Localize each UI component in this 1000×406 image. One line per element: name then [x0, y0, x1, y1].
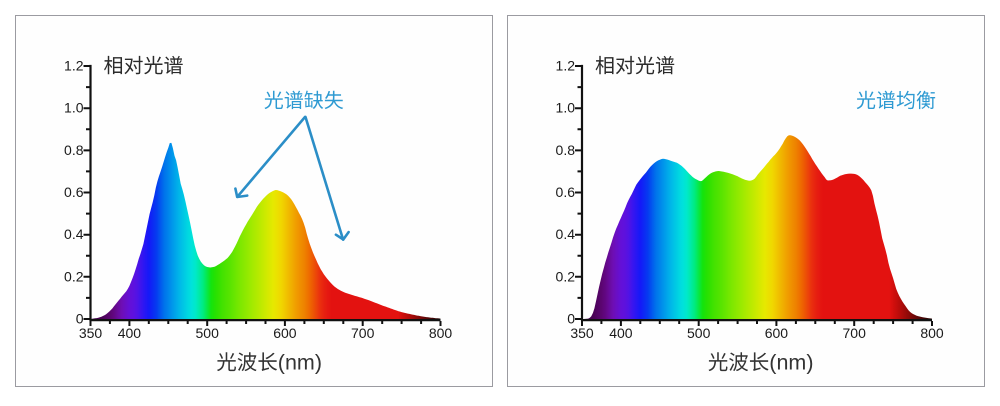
svg-text:700: 700 [843, 325, 867, 341]
svg-text:1.0: 1.0 [64, 100, 84, 116]
svg-text:350: 350 [570, 325, 594, 341]
svg-text:0.2: 0.2 [64, 268, 84, 284]
svg-text:(nm): (nm) [278, 351, 322, 375]
svg-text:600: 600 [273, 325, 297, 341]
svg-text:0.8: 0.8 [64, 142, 84, 158]
svg-text:0.4: 0.4 [64, 226, 84, 242]
svg-text:800: 800 [429, 325, 453, 341]
svg-text:400: 400 [609, 325, 633, 341]
svg-text:600: 600 [765, 325, 789, 341]
svg-text:0.6: 0.6 [64, 184, 84, 200]
svg-text:500: 500 [687, 325, 711, 341]
svg-text:0: 0 [76, 311, 84, 327]
svg-text:500: 500 [196, 325, 220, 341]
svg-text:400: 400 [118, 325, 142, 341]
svg-text:350: 350 [79, 325, 103, 341]
svg-text:0.6: 0.6 [556, 184, 576, 200]
svg-text:1.2: 1.2 [556, 58, 576, 74]
svg-text:(nm): (nm) [769, 351, 813, 375]
svg-text:0.2: 0.2 [556, 268, 576, 284]
svg-text:1.0: 1.0 [556, 100, 576, 116]
svg-text:0.8: 0.8 [556, 142, 576, 158]
svg-text:0.4: 0.4 [556, 226, 576, 242]
svg-text:1.2: 1.2 [64, 58, 84, 74]
svg-text:700: 700 [351, 325, 375, 341]
svg-text:0: 0 [567, 311, 575, 327]
svg-text:800: 800 [920, 325, 944, 341]
